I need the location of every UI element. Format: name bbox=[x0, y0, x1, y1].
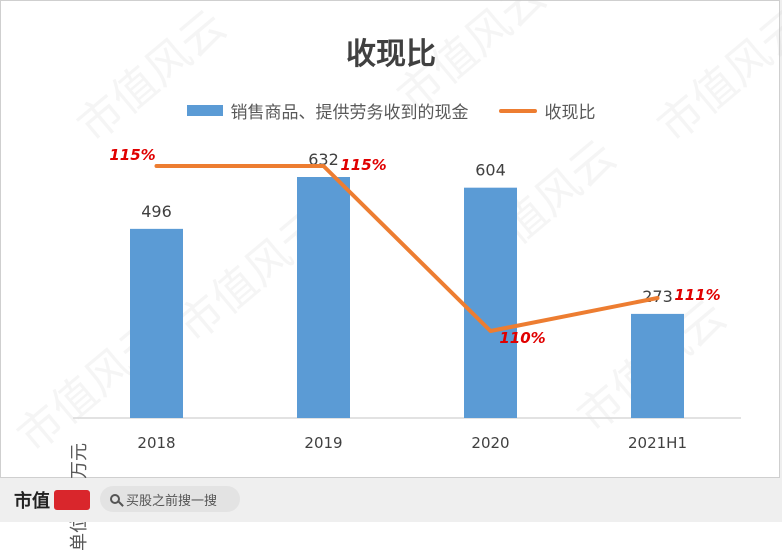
legend-bar-swatch bbox=[186, 105, 223, 116]
brand-logo[interactable]: 市值 bbox=[14, 487, 90, 513]
search-icon bbox=[110, 494, 120, 504]
search-box[interactable]: 买股之前搜一搜 bbox=[100, 486, 240, 512]
x-tick-label: 2021H1 bbox=[628, 434, 687, 452]
bar bbox=[464, 187, 517, 418]
x-tick-label: 2020 bbox=[471, 434, 509, 452]
legend-item-bar: 销售商品、提供劳务收到的现金 bbox=[186, 98, 469, 123]
bar bbox=[130, 228, 183, 418]
line-data-label: 111% bbox=[674, 286, 720, 304]
bar-data-label: 496 bbox=[141, 202, 172, 221]
legend-line-swatch bbox=[498, 108, 537, 113]
chart-title: 收现比 bbox=[346, 37, 436, 72]
chart-legend: 销售商品、提供劳务收到的现金 收现比 bbox=[1, 98, 781, 123]
footer-bar: 市值 买股之前搜一搜 bbox=[0, 478, 782, 522]
brand-logo-mark bbox=[54, 490, 90, 510]
x-tick-label: 2019 bbox=[304, 434, 342, 452]
line-data-label: 115% bbox=[109, 146, 155, 164]
bar bbox=[297, 177, 350, 418]
x-tick-label: 2018 bbox=[137, 434, 175, 452]
legend-line-label: 收现比 bbox=[544, 103, 596, 123]
brand-name: 市值 bbox=[14, 491, 50, 512]
bar-data-label: 604 bbox=[475, 161, 506, 180]
legend-item-line: 收现比 bbox=[498, 98, 596, 123]
bar bbox=[631, 313, 684, 418]
line-data-label: 115% bbox=[340, 156, 386, 174]
series-line bbox=[154, 164, 660, 333]
chart-plot: 4962018632201960420202732021H1115%115%11… bbox=[73, 146, 741, 452]
line-data-label: 110% bbox=[499, 329, 545, 347]
search-placeholder: 买股之前搜一搜 bbox=[126, 493, 218, 509]
legend-bar-label: 销售商品、提供劳务收到的现金 bbox=[230, 103, 469, 123]
